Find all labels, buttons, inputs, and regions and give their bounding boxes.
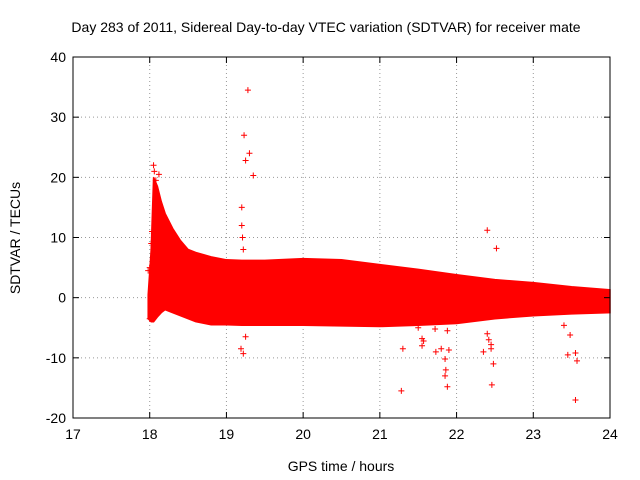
data-point (238, 204, 245, 211)
chart-title: Day 283 of 2011, Sidereal Day-to-day VTE… (71, 19, 580, 35)
data-point (238, 222, 245, 229)
data-point (420, 337, 427, 344)
data-point (149, 228, 156, 235)
data-point (150, 162, 157, 169)
data-point (240, 246, 247, 253)
data-point (445, 347, 452, 354)
data-point (154, 210, 161, 217)
y-axis-label: SDTVAR / TECUs (7, 182, 23, 294)
data-point (488, 341, 495, 348)
x-tick-label: 20 (295, 426, 311, 442)
data-point (244, 87, 251, 94)
data-point (169, 294, 176, 301)
data-point (241, 132, 248, 139)
data-point (246, 150, 253, 157)
data-point (484, 330, 491, 337)
data-point (567, 331, 574, 338)
data-point (151, 168, 158, 175)
data-point (145, 267, 152, 274)
data-point (485, 336, 492, 343)
data-point (419, 342, 426, 349)
dense-data-band (147, 177, 611, 328)
x-tick-label: 17 (65, 426, 81, 442)
data-point (438, 345, 445, 352)
y-tick-label: -10 (46, 350, 66, 366)
data-point (484, 227, 491, 234)
x-tick-label: 22 (449, 426, 465, 442)
data-point (165, 297, 172, 304)
y-tick-label: 0 (58, 290, 66, 306)
data-point (444, 383, 451, 390)
data-point (250, 172, 257, 179)
data-point (399, 345, 406, 352)
data-point (480, 348, 487, 355)
data-point (415, 324, 422, 331)
data-point (574, 357, 581, 364)
data-point (148, 309, 155, 316)
data-point (572, 396, 579, 403)
data-point (148, 240, 155, 247)
data-point (239, 234, 246, 241)
data-point (146, 315, 153, 322)
data-point (444, 327, 451, 334)
data-point (152, 177, 159, 184)
y-tick-label: -20 (46, 410, 66, 426)
x-tick-label: 19 (219, 426, 235, 442)
data-point (432, 325, 439, 332)
data-point (155, 171, 162, 178)
data-point (240, 350, 247, 357)
data-point (242, 157, 249, 164)
axis-ticks: 17 18 19 20 21 22 23 24 -20 -10 0 10 20 30 40 (46, 49, 618, 442)
data-point (564, 351, 571, 358)
data-band (147, 177, 611, 328)
data-point (488, 381, 495, 388)
data-point (572, 350, 579, 357)
data-point (442, 372, 449, 379)
scatter-points (145, 87, 610, 403)
x-tick-label: 18 (142, 426, 158, 442)
y-tick-label: 30 (50, 109, 66, 125)
y-tick-label: 20 (50, 169, 66, 185)
data-point (242, 333, 249, 340)
x-tick-label: 24 (602, 426, 618, 442)
data-point (442, 356, 449, 363)
data-point (155, 222, 162, 229)
data-point (146, 264, 153, 271)
x-axis-label: GPS time / hours (288, 458, 395, 474)
data-point (398, 387, 405, 394)
data-point (442, 366, 449, 373)
x-tick-label: 21 (372, 426, 388, 442)
data-point (599, 288, 606, 295)
data-point (490, 360, 497, 367)
x-tick-label: 23 (525, 426, 541, 442)
data-point (603, 300, 610, 307)
y-tick-label: 10 (50, 230, 66, 246)
y-tick-label: 40 (50, 49, 66, 65)
data-point (432, 348, 439, 355)
data-point (493, 245, 500, 252)
data-point (560, 322, 567, 329)
data-point (238, 345, 245, 352)
